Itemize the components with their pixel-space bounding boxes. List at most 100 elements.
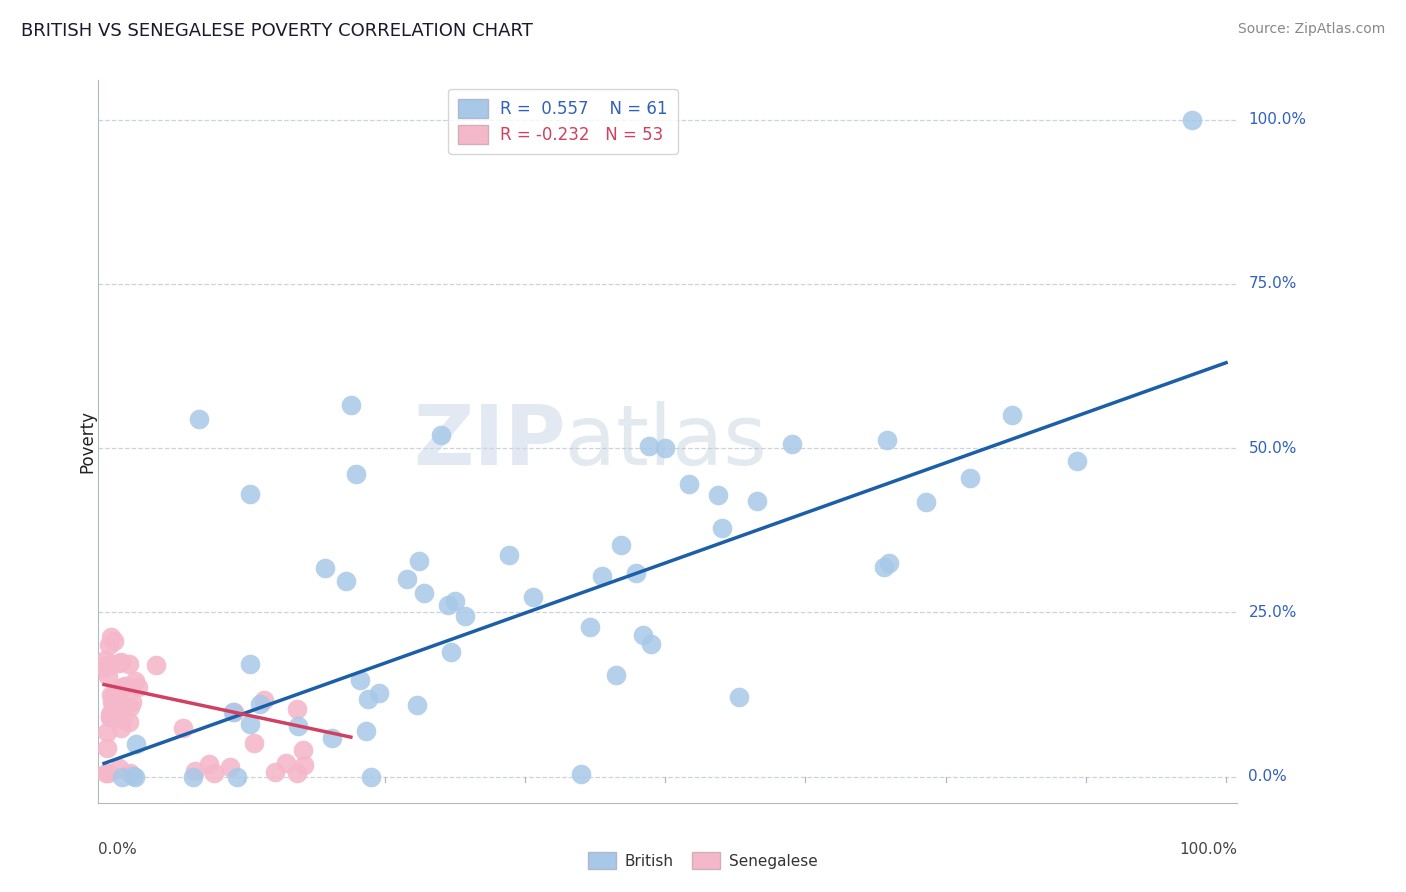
- Point: [959, 471, 981, 485]
- Text: 0.0%: 0.0%: [1249, 769, 1286, 784]
- Point: [412, 585, 434, 599]
- Point: [98, 709, 121, 723]
- Point: [125, 737, 148, 751]
- Point: [873, 559, 896, 574]
- Point: [292, 742, 315, 756]
- Point: [877, 556, 900, 570]
- Point: [335, 574, 357, 589]
- Point: [118, 714, 141, 729]
- Point: [249, 697, 271, 711]
- Point: [340, 398, 363, 412]
- Point: [522, 591, 544, 605]
- Point: [710, 521, 733, 535]
- Point: [591, 569, 613, 583]
- Point: [103, 634, 125, 648]
- Text: BRITISH VS SENEGALESE POVERTY CORRELATION CHART: BRITISH VS SENEGALESE POVERTY CORRELATIO…: [21, 22, 533, 40]
- Point: [183, 764, 205, 778]
- Point: [915, 495, 938, 509]
- Point: [100, 705, 122, 719]
- Point: [96, 724, 118, 739]
- Point: [98, 710, 121, 724]
- Point: [121, 695, 143, 709]
- Point: [314, 561, 336, 575]
- Point: [263, 765, 285, 780]
- Point: [111, 712, 134, 726]
- Point: [349, 673, 371, 687]
- Point: [367, 686, 389, 700]
- Point: [111, 700, 134, 714]
- Point: [100, 630, 122, 644]
- Point: [239, 487, 262, 501]
- Point: [94, 766, 117, 780]
- Point: [395, 573, 418, 587]
- Point: [198, 757, 221, 772]
- Point: [108, 761, 131, 775]
- Point: [1001, 409, 1024, 423]
- Point: [624, 566, 647, 580]
- Text: ZIP: ZIP: [413, 401, 565, 482]
- Point: [188, 411, 211, 425]
- Point: [114, 679, 136, 693]
- Point: [285, 766, 308, 780]
- Point: [274, 756, 297, 771]
- Point: [101, 689, 124, 703]
- Point: [97, 766, 120, 780]
- Point: [222, 705, 245, 719]
- Point: [100, 688, 122, 702]
- Point: [101, 694, 124, 708]
- Point: [105, 688, 128, 702]
- Y-axis label: Poverty: Poverty: [79, 410, 96, 473]
- Point: [287, 718, 309, 732]
- Point: [103, 698, 125, 712]
- Point: [405, 698, 427, 712]
- Point: [638, 439, 661, 453]
- Point: [172, 721, 194, 735]
- Point: [285, 702, 308, 716]
- Point: [110, 655, 132, 669]
- Legend: R =  0.557    N = 61, R = -0.232   N = 53: R = 0.557 N = 61, R = -0.232 N = 53: [449, 88, 678, 153]
- Point: [360, 770, 382, 784]
- Point: [640, 637, 662, 651]
- Point: [453, 608, 475, 623]
- Point: [440, 645, 463, 659]
- Point: [498, 548, 520, 562]
- Text: 0.0%: 0.0%: [98, 842, 138, 856]
- Point: [108, 700, 131, 714]
- Point: [610, 538, 633, 552]
- Point: [98, 638, 121, 652]
- Point: [605, 668, 627, 682]
- Point: [120, 700, 142, 714]
- Text: atlas: atlas: [565, 401, 768, 482]
- Point: [707, 488, 730, 502]
- Point: [631, 628, 654, 642]
- Point: [108, 656, 131, 670]
- Point: [429, 428, 451, 442]
- Point: [219, 760, 242, 774]
- Text: 25.0%: 25.0%: [1249, 605, 1296, 620]
- Point: [747, 494, 769, 508]
- Point: [93, 659, 115, 673]
- Point: [122, 769, 145, 783]
- Point: [127, 681, 149, 695]
- Text: 75.0%: 75.0%: [1249, 277, 1296, 292]
- Point: [876, 433, 898, 447]
- Point: [346, 467, 368, 482]
- Legend: British, Senegalese: British, Senegalese: [582, 846, 824, 875]
- Point: [253, 693, 276, 707]
- Point: [118, 766, 141, 780]
- Point: [226, 770, 249, 784]
- Point: [408, 554, 430, 568]
- Point: [110, 721, 132, 735]
- Point: [118, 657, 141, 672]
- Point: [98, 657, 121, 671]
- Point: [94, 653, 117, 667]
- Text: 100.0%: 100.0%: [1249, 112, 1306, 128]
- Point: [357, 691, 380, 706]
- Point: [678, 477, 700, 491]
- Text: 50.0%: 50.0%: [1249, 441, 1296, 456]
- Point: [321, 731, 343, 745]
- Point: [354, 724, 377, 739]
- Point: [292, 758, 315, 772]
- Point: [654, 441, 676, 455]
- Point: [222, 705, 245, 719]
